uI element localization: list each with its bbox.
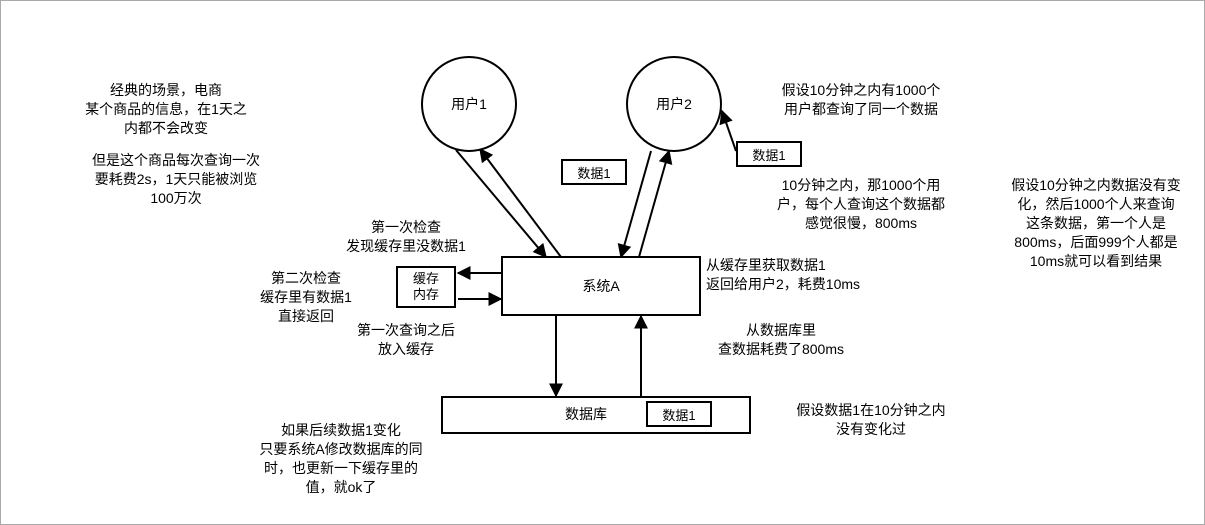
edge-sys-up-to-user2 [639,151,669,257]
anno-left4: 第一次检查 发现缓存里没数据1 [311,218,501,256]
node-user1: 用户1 [421,56,517,152]
node-system-a-label: 系统A [582,276,619,296]
node-cache-label: 缓存 内存 [413,271,439,302]
anno-left5: 第一次查询之后 放入缓存 [311,321,501,359]
anno-right2: 10分钟之内，那1000个用 户，每个人查询这个数据都 感觉很慢，800ms [746,176,976,233]
anno-left2: 但是这个商品每次查询一次 要耗费2s，1天只能被浏览 100万次 [61,151,291,208]
anno-left1: 经典的场景，电商 某个商品的信息，在1天之 内都不会改变 [61,81,271,138]
node-user2-label: 用户2 [656,94,692,114]
node-user2: 用户2 [626,56,722,152]
node-data1-mid-label: 数据1 [577,163,610,182]
anno-bottom: 如果后续数据1变化 只要系统A修改数据库的同 时，也更新一下缓存里的 值，就ok… [226,421,456,497]
anno-right1: 假设10分钟之内有1000个 用户都查询了同一个数据 [746,81,976,119]
node-data1-db-label: 数据1 [662,405,695,424]
node-system-a: 系统A [501,256,701,316]
node-user1-label: 用户1 [451,94,487,114]
anno-right3: 从缓存里获取数据1 返回给用户2，耗费10ms [706,256,936,294]
anno-far-right: 假设10分钟之内数据没有变 化，然后1000个人来查询 这条数据，第一个人是 8… [991,176,1201,270]
node-cache: 缓存 内存 [396,266,456,308]
db-label: 数据库 [556,405,616,424]
anno-right5: 假设数据1在10分钟之内 没有变化过 [766,401,976,439]
node-data1-right-label: 数据1 [752,145,785,164]
diagram-stage: 用户1 用户2 系统A 缓存 内存 数据库 数据1 数据1 数据1 经典的场景，… [0,0,1205,525]
edge-data1r-to-user2 [722,111,736,151]
anno-left3: 第二次检查 缓存里有数据1 直接返回 [226,269,386,326]
node-data1-right: 数据1 [736,141,802,167]
anno-right4: 从数据库里 查数据耗费了800ms [681,321,881,359]
node-data1-mid: 数据1 [561,159,627,185]
node-data1-db: 数据1 [646,401,712,427]
